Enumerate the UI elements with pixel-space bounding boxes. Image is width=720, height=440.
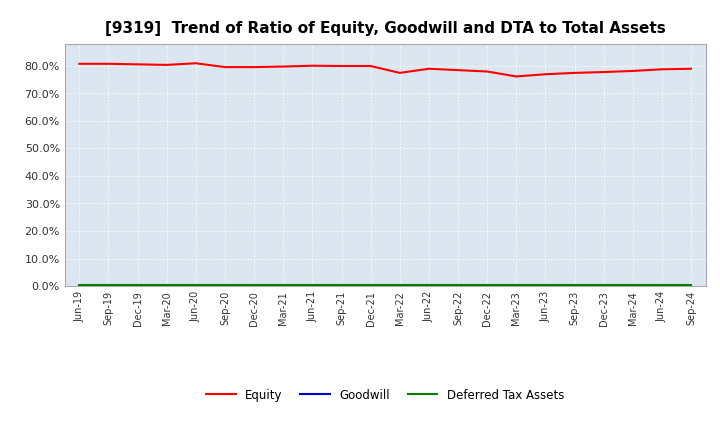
Deferred Tax Assets: [220, 282, 229, 288]
Deferred Tax Assets: [133, 282, 142, 288]
Goodwill: [687, 283, 696, 288]
Deferred Tax Assets: [75, 282, 84, 288]
Deferred Tax Assets: [425, 282, 433, 288]
Goodwill: [483, 283, 492, 288]
Goodwill: [75, 283, 84, 288]
Goodwill: [425, 283, 433, 288]
Equity: [395, 70, 404, 76]
Legend: Equity, Goodwill, Deferred Tax Assets: Equity, Goodwill, Deferred Tax Assets: [202, 384, 569, 406]
Equity: [308, 63, 317, 68]
Deferred Tax Assets: [657, 282, 666, 288]
Equity: [425, 66, 433, 71]
Goodwill: [104, 283, 113, 288]
Deferred Tax Assets: [687, 282, 696, 288]
Equity: [629, 68, 637, 73]
Goodwill: [395, 283, 404, 288]
Goodwill: [454, 283, 462, 288]
Equity: [220, 64, 229, 70]
Goodwill: [220, 283, 229, 288]
Goodwill: [279, 283, 287, 288]
Goodwill: [541, 283, 550, 288]
Equity: [454, 67, 462, 73]
Deferred Tax Assets: [512, 282, 521, 288]
Deferred Tax Assets: [104, 282, 113, 288]
Equity: [570, 70, 579, 76]
Deferred Tax Assets: [570, 282, 579, 288]
Equity: [104, 61, 113, 66]
Deferred Tax Assets: [192, 282, 200, 288]
Deferred Tax Assets: [279, 282, 287, 288]
Equity: [279, 64, 287, 69]
Title: [9319]  Trend of Ratio of Equity, Goodwill and DTA to Total Assets: [9319] Trend of Ratio of Equity, Goodwil…: [105, 21, 665, 36]
Goodwill: [133, 283, 142, 288]
Goodwill: [570, 283, 579, 288]
Deferred Tax Assets: [366, 282, 375, 288]
Goodwill: [629, 283, 637, 288]
Goodwill: [657, 283, 666, 288]
Equity: [133, 62, 142, 67]
Deferred Tax Assets: [308, 282, 317, 288]
Deferred Tax Assets: [163, 282, 171, 288]
Equity: [687, 66, 696, 71]
Equity: [541, 72, 550, 77]
Equity: [657, 66, 666, 72]
Deferred Tax Assets: [395, 282, 404, 288]
Equity: [599, 70, 608, 75]
Goodwill: [308, 283, 317, 288]
Deferred Tax Assets: [454, 282, 462, 288]
Goodwill: [163, 283, 171, 288]
Equity: [192, 61, 200, 66]
Deferred Tax Assets: [250, 282, 258, 288]
Goodwill: [366, 283, 375, 288]
Equity: [366, 63, 375, 69]
Deferred Tax Assets: [337, 282, 346, 288]
Line: Equity: Equity: [79, 63, 691, 77]
Equity: [163, 62, 171, 67]
Goodwill: [192, 283, 200, 288]
Equity: [250, 64, 258, 70]
Deferred Tax Assets: [483, 282, 492, 288]
Equity: [483, 69, 492, 74]
Deferred Tax Assets: [599, 282, 608, 288]
Goodwill: [599, 283, 608, 288]
Equity: [512, 74, 521, 79]
Deferred Tax Assets: [541, 282, 550, 288]
Equity: [75, 61, 84, 66]
Goodwill: [512, 283, 521, 288]
Equity: [337, 63, 346, 69]
Goodwill: [250, 283, 258, 288]
Goodwill: [337, 283, 346, 288]
Deferred Tax Assets: [629, 282, 637, 288]
